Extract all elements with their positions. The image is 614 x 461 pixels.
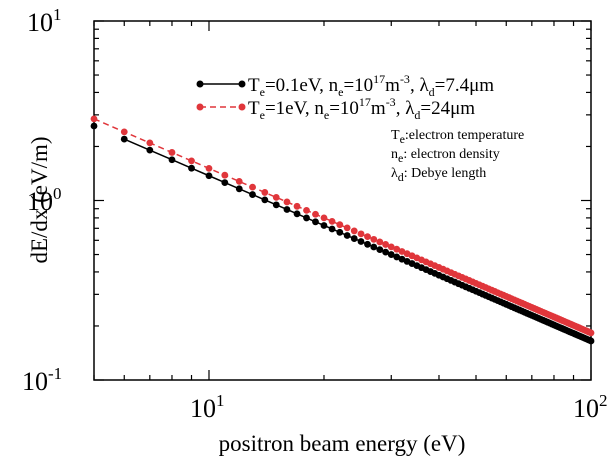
x-tick-label-10: 101: [190, 391, 225, 423]
series-1-point: [168, 149, 176, 156]
series-0-point: [261, 196, 269, 204]
series-0-point: [398, 255, 406, 263]
series-0-point: [328, 225, 336, 233]
legend-label-0: Te=0.1eV, ne=1017m-3, λd=7.4μm: [248, 72, 494, 99]
note-electron-temperature: Te:electron temperature: [391, 128, 524, 146]
series-0-point: [336, 228, 344, 236]
series-0-point: [90, 122, 98, 130]
series-1-point: [328, 217, 336, 225]
series-0-point: [376, 246, 384, 254]
series-1-point: [393, 245, 401, 253]
series-1-point: [261, 189, 269, 196]
series-1-point: [398, 248, 406, 255]
note-debye-length: λd: Debye length: [391, 166, 486, 184]
series-0-point: [120, 135, 128, 143]
series-0-point: [382, 248, 390, 256]
series-1-point: [587, 329, 595, 337]
legend: Te=0.1eV, ne=1017m-3, λd=7.4μm Te=1eV, n…: [196, 72, 494, 122]
series-1-point: [249, 183, 256, 191]
note-electron-density: ne: electron density: [391, 147, 500, 165]
x-tick-label-100: 102: [573, 391, 608, 423]
legend-marker-1: [196, 103, 204, 111]
series-1-point: [370, 235, 378, 243]
series-1-point: [120, 128, 128, 136]
series-0-point: [587, 337, 595, 345]
legend-marker-0b: [238, 80, 246, 88]
series-1-point: [364, 233, 371, 241]
annotation-notes: Te:electron temperature ne: electron den…: [391, 128, 524, 184]
series-0-point: [303, 214, 310, 222]
legend-marker-0: [196, 80, 204, 88]
series-0-point: [249, 191, 256, 198]
series-0-point: [364, 240, 371, 248]
series-1-point: [283, 198, 291, 206]
series-1-point: [303, 206, 310, 214]
axis-ticks: [93, 20, 592, 381]
series-0-point: [221, 179, 229, 186]
series-0: [90, 122, 595, 345]
series-1-point: [382, 241, 390, 248]
series-1-point: [350, 227, 358, 235]
series-1-point: [90, 115, 98, 123]
legend-entry-0: Te=0.1eV, ne=1017m-3, λd=7.4μm: [196, 72, 494, 99]
series-0-point: [205, 172, 213, 180]
y-tick-label-top: 101: [27, 5, 62, 37]
series-1-point: [146, 139, 154, 147]
series-1-point: [387, 243, 395, 251]
series-0-point: [293, 210, 301, 218]
series-0-point: [312, 218, 319, 226]
legend-label-1: Te=1eV, ne=1017m-3, λd=24μm: [248, 95, 475, 122]
data-series: [90, 115, 595, 345]
series-1-point: [343, 224, 351, 232]
series-1-point: [272, 193, 280, 201]
series-0-point: [357, 238, 365, 245]
series-1-point: [357, 230, 365, 238]
series-0-point: [387, 251, 395, 258]
series-1-point: [336, 221, 344, 229]
series-1-point: [235, 178, 243, 185]
series-0-point: [320, 222, 328, 229]
series-1-point: [320, 214, 328, 222]
series-1-point: [312, 210, 319, 218]
series-0-point: [370, 243, 378, 251]
series-1-point: [221, 171, 229, 179]
legend-marker-1b: [238, 103, 246, 111]
y-axis-title: dE/dx (eV/m): [27, 136, 52, 263]
x-axis-title: positron beam energy (eV): [219, 431, 466, 456]
series-1-point: [293, 202, 301, 210]
series-0-point: [350, 235, 358, 242]
series-0-point: [393, 253, 401, 261]
series-1-point: [205, 164, 213, 172]
legend-entry-1: Te=1eV, ne=1017m-3, λd=24μm: [196, 95, 475, 122]
series-1: [90, 115, 595, 337]
series-0-point: [146, 146, 154, 154]
series-0-point: [283, 206, 291, 213]
series-1-point: [376, 238, 384, 246]
y-tick-label-bottom: 10-1: [22, 364, 62, 396]
series-0-point: [188, 164, 195, 172]
series-0-point: [168, 156, 176, 164]
series-0-point: [343, 232, 351, 239]
series-0-point: [272, 201, 280, 209]
y-tick-label-mid: 100: [27, 184, 62, 216]
series-0-point: [235, 185, 243, 193]
series-1-point: [188, 157, 195, 165]
